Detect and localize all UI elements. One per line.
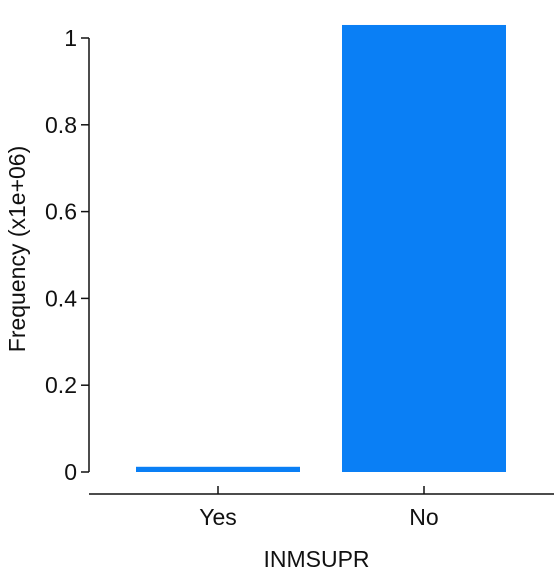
- y-tick-label: 0.8: [45, 112, 77, 138]
- y-axis-title: Frequency (x1e+06): [4, 146, 30, 352]
- bar-yes: [136, 466, 300, 472]
- y-tick-label: 0.6: [45, 199, 77, 225]
- y-tick-label: 1: [64, 25, 77, 51]
- y-axis-ticks: 0 0.2 0.4 0.6 0.8 1: [45, 25, 89, 485]
- x-axis-title: INMSUPR: [263, 546, 369, 572]
- x-tick-label: No: [409, 504, 438, 530]
- x-axis-ticks: Yes No: [199, 486, 439, 530]
- bars-group: [136, 24, 506, 472]
- bar-no: [342, 24, 506, 472]
- x-tick-label: Yes: [199, 504, 237, 530]
- y-tick-label: 0: [64, 459, 77, 485]
- y-tick-label: 0.4: [45, 285, 77, 311]
- y-tick-label: 0.2: [45, 372, 77, 398]
